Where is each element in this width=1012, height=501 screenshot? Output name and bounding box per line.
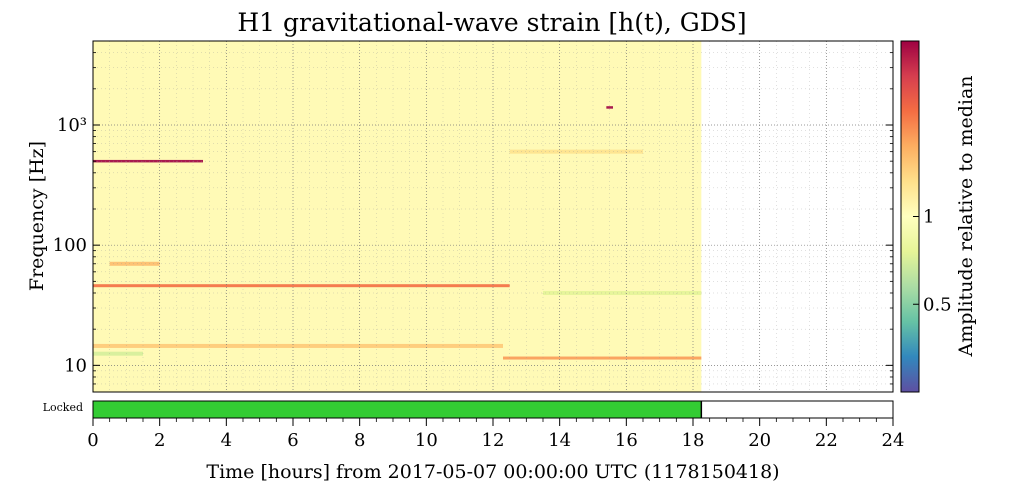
colorbar-tick-label: 0.5: [923, 294, 952, 315]
y-tick-label: 100: [53, 235, 87, 256]
heatmap-background: [93, 41, 702, 392]
y-tick-label: 10³: [57, 115, 87, 136]
heatmap-feature: [93, 351, 143, 356]
segment-label: Locked: [43, 401, 83, 414]
heatmap-feature: [606, 106, 613, 109]
x-tick-label: 22: [815, 430, 838, 451]
x-tick-label: 10: [415, 430, 438, 451]
y-axis-ticks: 10 100 10³: [53, 40, 893, 393]
x-tick-label: 0: [87, 430, 98, 451]
segment-bar: [93, 401, 703, 418]
colorbar-label: Amplitude relative to median: [955, 75, 977, 357]
x-tick-label: 20: [748, 430, 771, 451]
heatmap-feature: [509, 149, 643, 154]
x-axis-ticks: 0 2 4 6 8 10 12 14 16 18 20 22 24: [87, 418, 904, 451]
x-tick-label: 18: [682, 430, 705, 451]
x-tick-label: 2: [154, 430, 165, 451]
x-tick-label: 14: [548, 430, 571, 451]
spectrogram-heatmap: [93, 41, 702, 392]
plot-frame: [92, 40, 894, 393]
heatmap-feature: [93, 159, 203, 163]
chart-title: H1 gravitational-wave strain [h(t), GDS]: [237, 8, 746, 37]
heatmap-feature: [543, 290, 702, 295]
x-tick-label: 6: [287, 430, 298, 451]
y-axis-label: Frequency [Hz]: [26, 141, 48, 291]
heatmap-feature: [503, 356, 702, 360]
colorbar-tick-label: 1: [923, 207, 934, 228]
x-axis-label: Time [hours] from 2017-05-07 00:00:00 UT…: [206, 461, 779, 483]
x-tick-label: 16: [615, 430, 638, 451]
x-tick-label: 4: [221, 430, 232, 451]
grid-lines: [93, 40, 893, 393]
heatmap-feature: [93, 343, 503, 348]
x-tick-label: 8: [354, 430, 365, 451]
x-tick-label: 24: [882, 430, 905, 451]
colorbar-ticks: 0.51: [913, 207, 952, 315]
y-tick-label: 10: [64, 355, 87, 376]
locked-segment: [93, 401, 702, 418]
x-tick-label: 12: [482, 430, 505, 451]
heatmap-feature: [93, 284, 510, 288]
heatmap-feature: [109, 261, 160, 266]
